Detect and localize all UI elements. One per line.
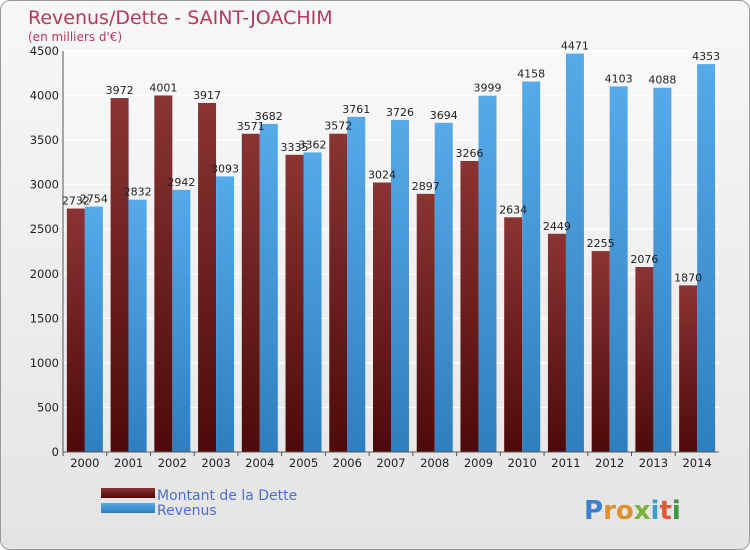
legend-label-revenus: Revenus <box>157 503 217 519</box>
data-label-dette: 2634 <box>499 203 527 216</box>
legend-label-debt: Montant de la Dette <box>157 488 297 504</box>
bar-revenus <box>303 152 322 452</box>
data-label-dette: 3972 <box>106 84 134 97</box>
bar-revenus <box>565 53 584 452</box>
legend: Montant de la Dette Revenus <box>101 488 297 519</box>
y-tick-label: 0 <box>52 445 59 459</box>
bar-revenus <box>609 86 628 453</box>
bar-dette <box>679 285 698 452</box>
y-tick-label: 1500 <box>30 311 59 325</box>
y-tick-label: 3500 <box>30 133 59 147</box>
x-tick-label: 2013 <box>639 456 668 470</box>
x-tick-label: 2014 <box>682 456 711 470</box>
bar-revenus <box>653 87 672 452</box>
data-label-revenus: 3726 <box>386 106 414 119</box>
bar-revenus <box>478 95 497 453</box>
data-label-revenus: 3093 <box>211 162 239 175</box>
bar-dette <box>416 193 435 453</box>
x-tick-label: 2009 <box>464 456 493 470</box>
data-label-dette: 3335 <box>281 141 309 154</box>
proxiti-logo: Proxiti <box>584 496 681 526</box>
data-label-dette: 3266 <box>455 147 483 160</box>
data-label-revenus: 4158 <box>517 67 545 80</box>
bars-layer <box>66 53 716 453</box>
x-tick-label: 2001 <box>114 456 143 470</box>
data-label-revenus: 4088 <box>648 74 676 87</box>
legend-swatch-debt <box>101 488 155 498</box>
bar-revenus <box>347 116 366 452</box>
data-label-dette: 2255 <box>587 237 615 250</box>
data-label-revenus: 2754 <box>80 193 108 206</box>
bar-dette <box>110 98 129 453</box>
data-label-dette: 2449 <box>543 220 571 233</box>
data-label-revenus: 3362 <box>299 138 327 151</box>
x-tick-label: 2005 <box>289 456 318 470</box>
axis-layer: 0 500 1000 1500 2000 2500 3000 3500 4000 4500 2000… <box>30 44 719 470</box>
x-tick-label: 2011 <box>551 456 580 470</box>
bar-dette <box>591 251 610 452</box>
data-label-revenus: 2942 <box>167 176 195 189</box>
data-label-dette: 1870 <box>674 271 702 284</box>
y-tick-label: 4000 <box>30 89 59 103</box>
data-label-revenus: 3694 <box>430 109 458 122</box>
bar-revenus <box>522 81 541 452</box>
y-tick-label: 4500 <box>30 44 59 58</box>
x-tick-label: 2003 <box>201 456 230 470</box>
bar-revenus <box>84 206 103 452</box>
bar-dette <box>154 95 173 453</box>
proxiti-logo-text: Proxiti <box>584 496 681 526</box>
data-label-dette: 2732 <box>62 195 90 208</box>
x-tick-label: 2007 <box>376 456 405 470</box>
bar-dette <box>241 133 260 452</box>
x-tick-label: 2002 <box>158 456 187 470</box>
data-label-revenus: 4471 <box>561 40 589 53</box>
data-label-dette: 2076 <box>630 253 658 266</box>
data-label-dette: 3917 <box>193 89 221 102</box>
bar-dette <box>460 160 479 452</box>
x-tick-label: 2004 <box>245 456 274 470</box>
bar-revenus <box>259 123 278 453</box>
bar-dette <box>66 208 85 452</box>
x-tick-label: 2012 <box>595 456 624 470</box>
data-label-dette: 3024 <box>368 169 396 182</box>
bar-dette <box>504 217 523 452</box>
bar-revenus <box>172 189 191 452</box>
data-label-dette: 4001 <box>149 81 177 94</box>
data-label-dette: 2897 <box>412 180 440 193</box>
bar-dette <box>198 102 217 452</box>
y-tick-label: 2000 <box>30 267 59 281</box>
y-tick-label: 500 <box>37 400 59 414</box>
chart-subtitle: (en milliers d'€) <box>28 30 122 44</box>
y-tick-label: 1000 <box>30 356 59 370</box>
x-tick-label: 2010 <box>508 456 537 470</box>
bar-revenus <box>697 64 716 452</box>
data-label-dette: 3571 <box>237 120 265 133</box>
data-label-revenus: 4103 <box>605 72 633 85</box>
x-tick-label: 2006 <box>333 456 362 470</box>
y-tick-label: 2500 <box>30 222 59 236</box>
data-label-dette: 3572 <box>324 120 352 133</box>
bar-revenus <box>391 119 409 453</box>
bar-dette <box>635 267 654 452</box>
bar-revenus <box>128 199 147 452</box>
legend-swatch-revenus <box>101 503 155 513</box>
bar-dette <box>285 154 304 452</box>
bar-revenus <box>434 122 453 453</box>
chart-title: Revenus/Dette - SAINT-JOACHIM <box>28 7 333 29</box>
y-tick-label: 3000 <box>30 178 59 192</box>
bar-dette <box>547 233 566 452</box>
x-tick-label: 2000 <box>70 456 99 470</box>
x-tick-label: 2008 <box>420 456 449 470</box>
data-label-revenus: 3682 <box>255 110 283 123</box>
bar-dette <box>373 182 391 452</box>
data-label-revenus: 4353 <box>692 50 720 63</box>
bar-dette <box>329 133 348 452</box>
data-label-revenus: 3999 <box>473 82 501 95</box>
bar-revenus <box>216 176 235 452</box>
data-label-revenus: 3761 <box>342 103 370 116</box>
data-label-revenus: 2832 <box>124 186 152 199</box>
